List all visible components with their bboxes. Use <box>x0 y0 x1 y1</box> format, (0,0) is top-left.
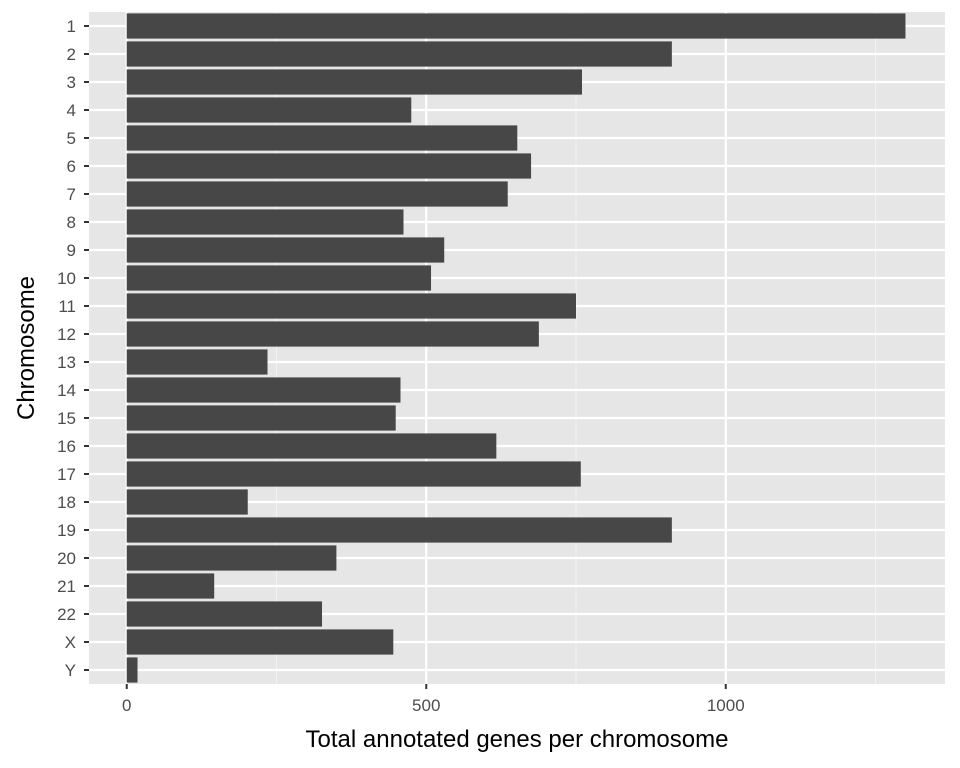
y-tick-label: 8 <box>67 213 76 232</box>
bar-chr-10 <box>126 265 432 291</box>
y-tick-label: 5 <box>67 129 76 148</box>
bar-chr-9 <box>126 237 445 263</box>
bar-chr-8 <box>126 209 404 235</box>
x-tick-label: 500 <box>412 696 440 715</box>
x-axis-title: Total annotated genes per chromosome <box>306 726 729 753</box>
x-tick-label: 0 <box>122 696 131 715</box>
bar-chr-15 <box>126 405 396 431</box>
y-tick-label: 1 <box>67 17 76 36</box>
y-tick-label: 9 <box>67 241 76 260</box>
bar-chr-6 <box>126 153 532 179</box>
y-tick-label: 17 <box>57 465 76 484</box>
bar-chr-18 <box>126 489 248 515</box>
x-tick-label: 1000 <box>707 696 745 715</box>
y-tick-label: 16 <box>57 437 76 456</box>
bar-chr-12 <box>126 321 539 347</box>
y-tick-label: 18 <box>57 493 76 512</box>
y-tick-label: 4 <box>67 101 76 120</box>
bar-chr-7 <box>126 181 508 207</box>
bar-chr-13 <box>126 349 268 375</box>
bar-chr-X <box>126 629 394 655</box>
y-tick-label: 15 <box>57 409 76 428</box>
plot-panel <box>89 12 945 684</box>
y-tick-label: 13 <box>57 353 76 372</box>
y-tick-label: 21 <box>57 577 76 596</box>
y-tick-label: 22 <box>57 605 76 624</box>
bar-chr-1 <box>126 13 906 39</box>
y-tick-label: 10 <box>57 269 76 288</box>
bar-chr-17 <box>126 461 581 487</box>
x-axis: 0 500 1000 <box>122 684 745 715</box>
bar-chr-11 <box>126 293 577 319</box>
bar-chr-21 <box>126 573 215 599</box>
y-tick-label: X <box>65 633 76 652</box>
bar-chr-3 <box>126 69 582 95</box>
bar-chr-Y <box>126 657 138 683</box>
y-tick-label: 7 <box>67 185 76 204</box>
y-tick-label: 2 <box>67 45 76 64</box>
minor-gridlines <box>275 12 877 684</box>
bar-chr-14 <box>126 377 401 403</box>
bar-chr-22 <box>126 601 323 627</box>
bar-chr-5 <box>126 125 518 151</box>
y-tick-label: 19 <box>57 521 76 540</box>
bar-chr-16 <box>126 433 497 459</box>
y-tick-label: Y <box>65 661 76 680</box>
bar-chr-20 <box>126 545 337 571</box>
y-tick-label: 6 <box>67 157 76 176</box>
y-axis-title: Chromosome <box>13 276 40 420</box>
y-tick-label: 3 <box>67 73 76 92</box>
bars <box>126 13 906 683</box>
y-tick-label: 11 <box>58 297 76 316</box>
y-tick-label: 12 <box>57 325 76 344</box>
bar-chr-2 <box>126 41 672 67</box>
y-tick-label: 14 <box>57 381 76 400</box>
y-tick-label: 20 <box>57 549 76 568</box>
bar-chr-4 <box>126 97 412 123</box>
bar-chr-19 <box>126 517 672 543</box>
